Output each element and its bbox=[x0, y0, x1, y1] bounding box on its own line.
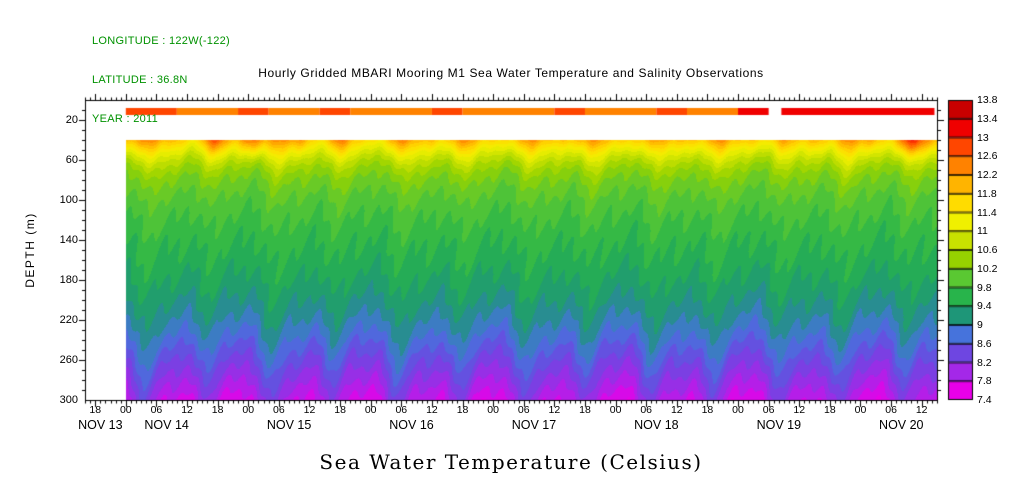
hour-tick-label: 12 bbox=[181, 404, 193, 416]
hour-tick-label: 18 bbox=[579, 404, 591, 416]
hour-tick-label: 12 bbox=[303, 404, 316, 416]
colorbar-tick-label: 9.4 bbox=[977, 300, 992, 313]
colorbar-tick-label: 11.8 bbox=[977, 187, 997, 200]
colorbar-tick-label: 10.2 bbox=[977, 262, 998, 275]
hour-tick-label: 00 bbox=[242, 404, 255, 416]
colorbar-tick-label: 13.4 bbox=[977, 112, 998, 125]
depth-tick-label: 60 bbox=[65, 154, 78, 166]
hour-tick-label: 12 bbox=[793, 404, 806, 416]
colorbar-tick-label: 8.6 bbox=[977, 337, 992, 350]
hour-tick-label: 06 bbox=[885, 404, 897, 416]
hour-tick-label: 06 bbox=[640, 404, 653, 416]
hour-tick-label: 00 bbox=[487, 404, 499, 416]
depth-tick-label: 100 bbox=[59, 194, 78, 206]
depth-tick-label: 180 bbox=[59, 274, 78, 286]
colorbar-tick-label: 10.6 bbox=[977, 244, 998, 256]
metadata-block: LONGITUDE : 122W(-122) LATITUDE : 36.8N … bbox=[92, 9, 230, 152]
colorbar-tick-label: 8.2 bbox=[977, 356, 992, 369]
hour-tick-label: 18 bbox=[89, 404, 102, 416]
date-label: NOV 14 bbox=[144, 418, 189, 432]
colorbar-tick-label: 7.8 bbox=[977, 375, 992, 388]
hour-tick-label: 18 bbox=[701, 404, 714, 416]
depth-tick-label: 300 bbox=[59, 394, 78, 406]
hour-tick-label: 06 bbox=[150, 404, 163, 416]
depth-tick-label: 140 bbox=[59, 234, 78, 246]
hour-tick-label: 00 bbox=[364, 404, 377, 416]
colorbar-tick-label: 13.8 bbox=[977, 94, 998, 106]
hour-tick-label: 18 bbox=[334, 404, 346, 416]
hour-tick-label: 06 bbox=[395, 404, 408, 416]
colorbar-tick-label: 12.6 bbox=[977, 150, 998, 163]
date-label: NOV 20 bbox=[879, 418, 924, 432]
hour-tick-label: 00 bbox=[732, 404, 744, 416]
colorbar-tick-label: 12.2 bbox=[977, 169, 998, 181]
longitude-label: LONGITUDE : 122W(-122) bbox=[92, 35, 231, 47]
date-label: NOV 19 bbox=[756, 418, 802, 432]
depth-tick-label: 220 bbox=[59, 314, 78, 326]
hour-tick-label: 12 bbox=[915, 404, 928, 416]
depth-tick-label: 260 bbox=[59, 354, 78, 366]
hour-tick-label: 00 bbox=[119, 404, 132, 416]
colorbar-tick-label: 11 bbox=[977, 225, 988, 238]
colorbar-tick-label: 11.4 bbox=[977, 206, 997, 219]
depth-tick-label: 20 bbox=[65, 114, 78, 126]
hour-tick-label: 06 bbox=[762, 404, 775, 416]
colorbar-tick-label: 9.8 bbox=[977, 281, 992, 294]
hour-tick-label: 00 bbox=[609, 404, 622, 416]
colorbar-tick-label: 7.4 bbox=[977, 394, 992, 406]
hour-tick-label: 06 bbox=[517, 404, 530, 416]
hour-tick-label: 12 bbox=[548, 404, 561, 416]
latitude-label: LATITUDE : 36.8N bbox=[92, 74, 188, 86]
colorbar-tick-label: 9 bbox=[977, 319, 983, 331]
hour-tick-label: 18 bbox=[211, 404, 224, 416]
colorbar-tick-label: 13 bbox=[977, 131, 989, 144]
date-label: NOV 18 bbox=[634, 418, 679, 432]
colorbar-title: Sea Water Temperature (Celsius) bbox=[319, 450, 703, 474]
chart-title: Hourly Gridded MBARI Mooring M1 Sea Wate… bbox=[258, 66, 764, 80]
hour-tick-label: 06 bbox=[273, 404, 285, 416]
date-label: NOV 16 bbox=[389, 418, 434, 432]
hour-tick-label: 12 bbox=[670, 404, 683, 416]
hour-tick-label: 18 bbox=[824, 404, 836, 416]
hour-tick-label: 18 bbox=[456, 404, 469, 416]
year-label: YEAR : 2011 bbox=[92, 113, 159, 125]
date-label: NOV 15 bbox=[266, 418, 312, 432]
date-label: NOV 13 bbox=[78, 418, 123, 432]
y-axis-title: DEPTH (m) bbox=[23, 212, 37, 288]
date-label: NOV 17 bbox=[511, 418, 557, 432]
hour-tick-label: 12 bbox=[426, 404, 438, 416]
hour-tick-label: 00 bbox=[854, 404, 867, 416]
